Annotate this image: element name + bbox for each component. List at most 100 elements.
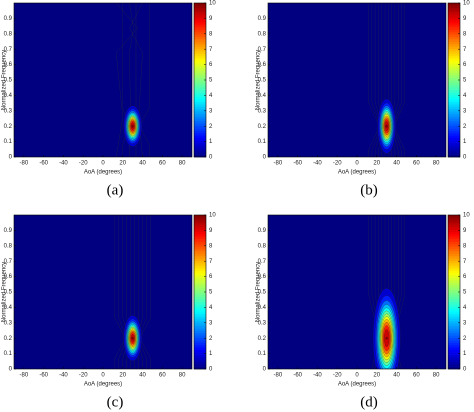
colorbar-slice [448,320,460,324]
colorbar-slice [448,243,460,247]
colorbar-slice [448,335,460,339]
colorbar-slice [194,82,206,86]
colorbar-slice [448,144,460,148]
colorbar-tick-label: 10 [209,213,216,219]
y-tick-label: 0.4 [4,93,13,99]
colorbar-slice [448,301,460,305]
x-tick-label: -60 [293,161,302,167]
x-tick-label: 0 [355,373,359,379]
colorbar-slice [194,104,206,107]
colorbar-slice [194,224,206,228]
colorbar-slice [194,84,206,88]
y-tick-label: 0 [9,155,13,161]
y-tick-label: 0.5 [4,290,13,296]
colorbar-slice [194,294,206,298]
x-tick-label: 40 [393,373,400,379]
x-tick-label: -60 [39,161,48,167]
panel: -80 -60 -40 -20 0 20 40 60 8000.10.20.30.40.50.6… [256,1,471,199]
caption: (d) [360,394,378,410]
y-axis-label: Normalized Frequency [256,50,262,110]
colorbar-slice [448,92,460,95]
colorbar-slice [448,241,460,245]
colorbar-slice [448,267,460,271]
colorbar-slice [448,99,460,102]
colorbar-tick-label: 3 [209,320,213,326]
plot-area [368,3,406,157]
colorbar-slice [194,154,206,158]
colorbar-slice [448,130,460,134]
colorbar-slice [448,67,460,71]
colorbar-slice [194,101,206,105]
caption: (a) [107,182,124,198]
colorbar-slice [448,60,460,64]
x-axis-label: AoA (degrees) [338,170,376,176]
y-tick-label: 0.2 [258,124,267,130]
colorbar-slice [448,277,460,281]
colorbar-slice [448,41,460,45]
colorbar-slice [194,275,206,278]
colorbar-slice [448,236,460,240]
caption: (b) [360,182,378,198]
colorbar-slice [448,48,460,52]
colorbar-slice [448,344,460,348]
y-tick-label: 0.6 [4,62,13,68]
colorbar-slice [448,19,460,23]
peak [131,124,134,128]
colorbar-tick-label: 6 [463,274,467,280]
y-tick-label: 0.2 [258,336,267,342]
colorbar-tick-label: 9 [209,228,213,234]
colorbar-slice [194,135,206,139]
colorbar-slice [448,313,460,317]
colorbar-slice [194,99,206,102]
x-tick-label: 60 [159,161,166,167]
colorbar-slice [194,80,206,83]
caption: (c) [107,394,124,410]
x-axis-label: AoA (degrees) [84,382,122,388]
colorbar-slice [194,253,206,257]
colorbar-slice [194,34,206,37]
colorbar-slice [448,43,460,47]
colorbar-slice [448,304,460,307]
colorbar-slice [448,284,460,288]
x-tick-label: 80 [179,161,186,167]
colorbar-slice [448,332,460,336]
colorbar-slice [448,89,460,93]
x-tick-label: -20 [333,161,342,167]
colorbar-slice [448,311,460,314]
colorbar-slice [448,149,460,153]
colorbar-slice [448,53,460,57]
colorbar-slice [448,354,460,358]
plot-area [368,215,406,369]
colorbar-slice [448,299,460,302]
colorbar-slice [194,231,206,235]
colorbar-slice [194,58,206,62]
colorbar-slice [448,318,460,322]
colorbar-slice [448,12,460,16]
colorbar-slice [194,337,206,341]
colorbar-slice [448,77,460,81]
colorbar-tick-label: 1 [463,139,467,145]
colorbar-slice [448,224,460,228]
y-tick-label: 0.8 [258,31,267,37]
colorbar-slice [448,72,460,76]
x-tick-label: 40 [139,161,146,167]
colorbar-tick-label: 5 [463,290,467,296]
colorbar-slice [448,118,460,122]
colorbar-slice [194,241,206,245]
colorbar-slice [194,111,206,114]
colorbar-slice [448,349,460,353]
colorbar-slice [194,330,206,334]
x-tick-label: -60 [293,373,302,379]
colorbar-slice [194,332,206,336]
y-tick-label: 0.5 [4,78,13,84]
colorbar-slice [448,361,460,365]
colorbar-slice [194,63,206,66]
colorbar-tick-label: 6 [209,274,213,280]
colorbar-slice [194,147,206,151]
colorbar-slice [448,234,460,237]
y-tick-label: 0.7 [258,47,267,53]
y-tick-label: 0 [9,367,13,373]
colorbar-slice [194,51,206,54]
colorbar-slice [448,51,460,54]
